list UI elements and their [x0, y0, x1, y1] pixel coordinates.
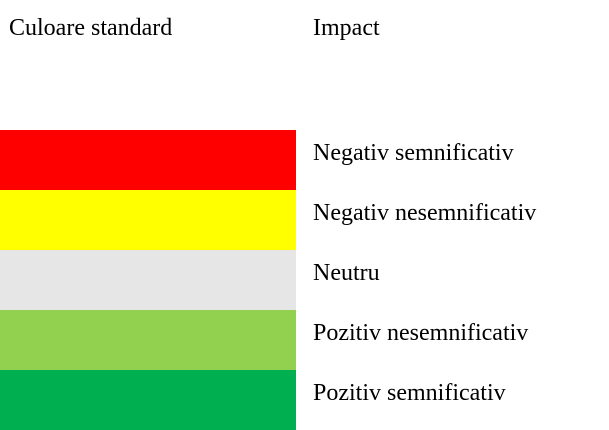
legend-row-positive-significant: Pozitiv semnificativ — [0, 370, 609, 430]
color-swatch-light-green — [0, 310, 296, 370]
legend-row-negative-insignificant: Negativ nesemnificativ — [0, 190, 609, 250]
color-swatch-green — [0, 370, 296, 430]
legend-label: Neutru — [313, 260, 380, 286]
color-swatch-red — [0, 130, 296, 190]
impact-legend: Negativ semnificativ Negativ nesemnifica… — [0, 130, 609, 430]
color-swatch-gray — [0, 250, 296, 310]
header-impact: Impact — [313, 15, 380, 41]
legend-label: Negativ nesemnificativ — [313, 200, 537, 226]
legend-label: Negativ semnificativ — [313, 140, 514, 166]
legend-label: Pozitiv semnificativ — [313, 380, 506, 406]
legend-label: Pozitiv nesemnificativ — [313, 320, 529, 346]
color-swatch-yellow — [0, 190, 296, 250]
header-standard-color: Culoare standard — [9, 15, 173, 41]
legend-row-positive-insignificant: Pozitiv nesemnificativ — [0, 310, 609, 370]
legend-row-negative-significant: Negativ semnificativ — [0, 130, 609, 190]
legend-row-neutral: Neutru — [0, 250, 609, 310]
